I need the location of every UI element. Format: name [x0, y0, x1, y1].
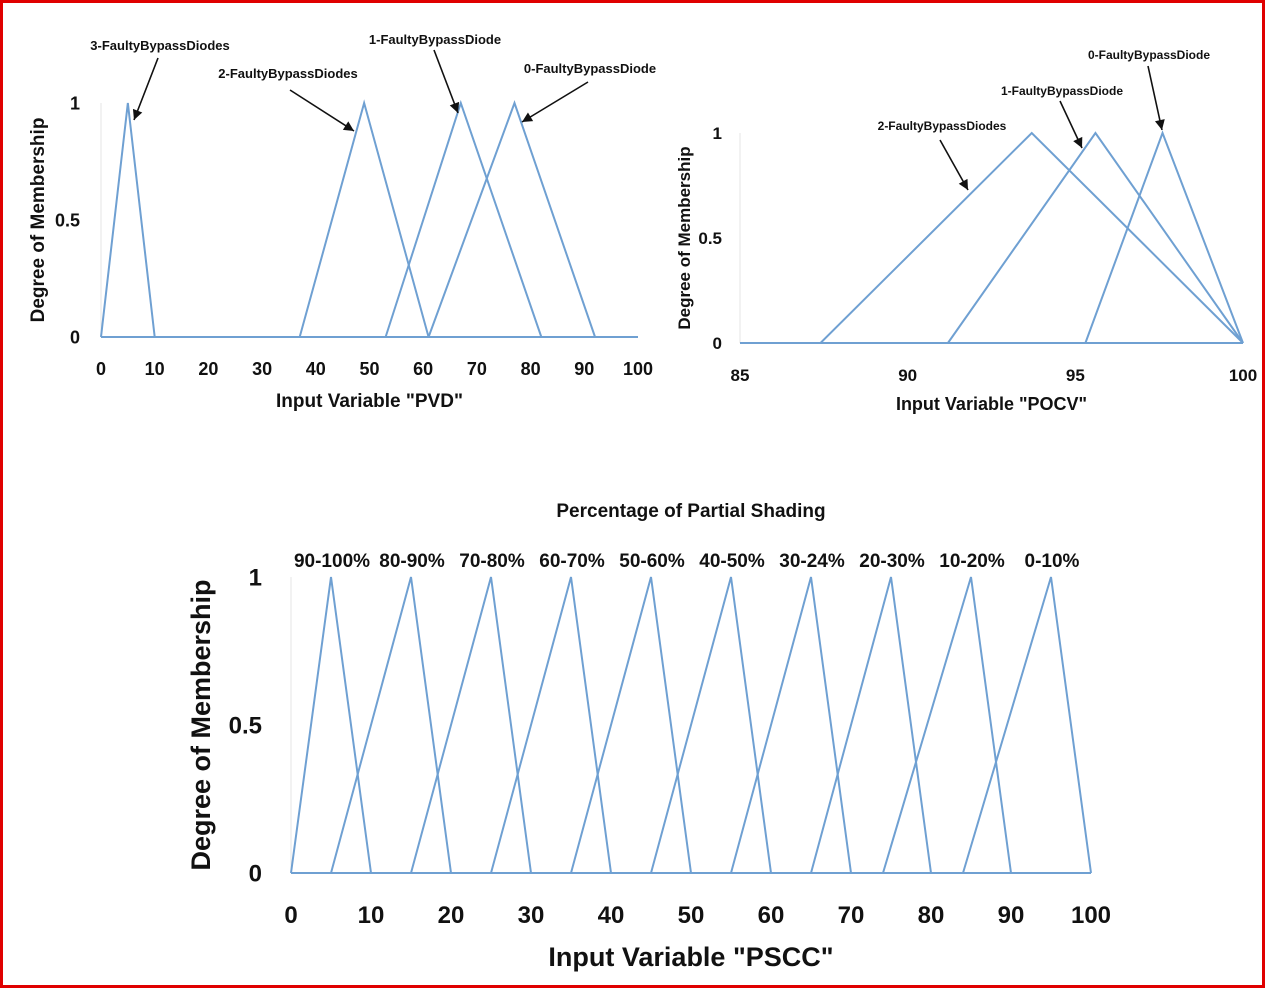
series-label: 3-FaultyBypassDiodes [90, 38, 229, 53]
series-line-2-FaultyBypassDiodes [298, 99, 430, 338]
series-label: 0-FaultyBypassDiode [1088, 48, 1210, 62]
series-line-3-FaultyBypassDiodes [100, 102, 638, 338]
series-line-30-24% [730, 576, 852, 874]
x-tick-label: 40 [306, 359, 326, 379]
y-tick-label: 1 [713, 124, 722, 143]
series-line-2-FaultyBypassDiodes [740, 131, 1244, 344]
x-tick-label: 40 [598, 902, 625, 929]
series-line-70-80% [410, 576, 532, 874]
series-label: 70-80% [459, 551, 525, 572]
annotation-arrow [433, 49, 459, 114]
annotation-arrow [133, 57, 159, 121]
series-label: 2-FaultyBypassDiodes [878, 119, 1007, 133]
arrow-head [522, 112, 534, 122]
series-label: 1-FaultyBypassDiode [369, 32, 501, 47]
x-tick-label: 70 [467, 359, 487, 379]
x-tick-label: 80 [918, 902, 945, 929]
chart-panel-3: 0 10 20 30 40 50 60 70 80 90 100 0 0.5 1 Input Variabl… [186, 501, 1111, 972]
series-line-20-30% [810, 576, 932, 874]
x-tick-label: 85 [731, 366, 750, 385]
x-axis-title: Input Variable "PSCC" [548, 942, 833, 972]
series-line-50-60% [570, 576, 692, 874]
series-label: 1-FaultyBypassDiode [1001, 84, 1123, 98]
series-line-90-100% [290, 576, 372, 874]
series-line-0-10% [962, 576, 1092, 874]
series-label: 2-FaultyBypassDiodes [218, 66, 357, 81]
series-label: 80-90% [379, 551, 445, 572]
series-line-80-90% [330, 576, 452, 874]
arrow-head [958, 178, 968, 190]
x-tick-label: 60 [413, 359, 433, 379]
chart-panel-1: 0 10 20 30 40 50 60 70 80 90 100 0 0.5 1 Input Variabl… [28, 32, 656, 412]
x-tick-label: 90 [574, 359, 594, 379]
x-tick-label: 70 [838, 902, 865, 929]
y-tick-label: 0 [713, 334, 722, 353]
x-axis-title: Input Variable "POCV" [896, 394, 1087, 414]
annotation-arrow [289, 89, 355, 132]
y-tick-label: 1 [249, 564, 262, 591]
x-tick-label: 90 [998, 902, 1025, 929]
chart-panel-2: 85 90 95 100 0 0.5 1 Input Variable "POCV" Degre… [675, 48, 1257, 414]
x-tick-label: 60 [758, 902, 785, 929]
series-line-0-FaultyBypassDiode [427, 100, 596, 338]
series-line-10-20% [882, 576, 1012, 874]
series-line-1-FaultyBypassDiode [947, 131, 1244, 344]
arrow-head [132, 108, 143, 120]
x-tick-label: 30 [252, 359, 272, 379]
y-axis-title: Degree of Membership [675, 146, 694, 329]
y-tick-label: 0.5 [229, 712, 262, 739]
arrow-head [1073, 136, 1083, 148]
y-tick-label: 1 [70, 93, 80, 113]
y-tick-label: 0.5 [55, 210, 80, 230]
series-label: 30-24% [779, 551, 845, 572]
x-tick-label: 100 [1071, 902, 1111, 929]
x-tick-label: 10 [145, 359, 165, 379]
x-tick-label: 100 [1229, 366, 1257, 385]
x-tick-label: 0 [284, 902, 297, 929]
x-axis-title: Input Variable "PVD" [276, 391, 463, 412]
y-tick-label: 0 [70, 327, 80, 347]
series-label: 40-50% [699, 551, 765, 572]
x-tick-label: 10 [358, 902, 385, 929]
x-tick-label: 100 [623, 359, 653, 379]
y-tick-label: 0 [249, 860, 262, 887]
arrow-head [449, 101, 460, 113]
series-label: 0-10% [1025, 551, 1080, 572]
series-line-0-FaultyBypassDiode [1084, 130, 1244, 344]
x-tick-label: 30 [518, 902, 545, 929]
series-label: 90-100% [294, 551, 370, 572]
x-tick-label: 20 [198, 359, 218, 379]
x-tick-label: 95 [1066, 366, 1085, 385]
annotation-arrow [521, 81, 589, 123]
series-label: 10-20% [939, 551, 1005, 572]
y-axis-title: Degree of Membership [28, 118, 49, 323]
y-tick-label: 0.5 [698, 229, 722, 248]
y-axis-title: Degree of Membership [186, 579, 216, 870]
x-tick-label: 50 [678, 902, 705, 929]
x-tick-label: 0 [96, 359, 106, 379]
arrow-head [1154, 119, 1165, 130]
x-tick-label: 20 [438, 902, 465, 929]
series-line-1-FaultyBypassDiode [384, 99, 543, 338]
x-tick-label: 90 [898, 366, 917, 385]
series-label: 50-60% [619, 551, 685, 572]
annotation-arrow [1147, 65, 1163, 131]
arrow-head [342, 121, 354, 131]
chart-title: Percentage of Partial Shading [556, 501, 825, 522]
series-label: 20-30% [859, 551, 925, 572]
series-line-60-70% [490, 576, 612, 874]
series-label: 0-FaultyBypassDiode [524, 61, 656, 76]
x-tick-label: 50 [359, 359, 379, 379]
x-tick-label: 80 [521, 359, 541, 379]
series-line-40-50% [650, 576, 772, 874]
series-label: 60-70% [539, 551, 605, 572]
